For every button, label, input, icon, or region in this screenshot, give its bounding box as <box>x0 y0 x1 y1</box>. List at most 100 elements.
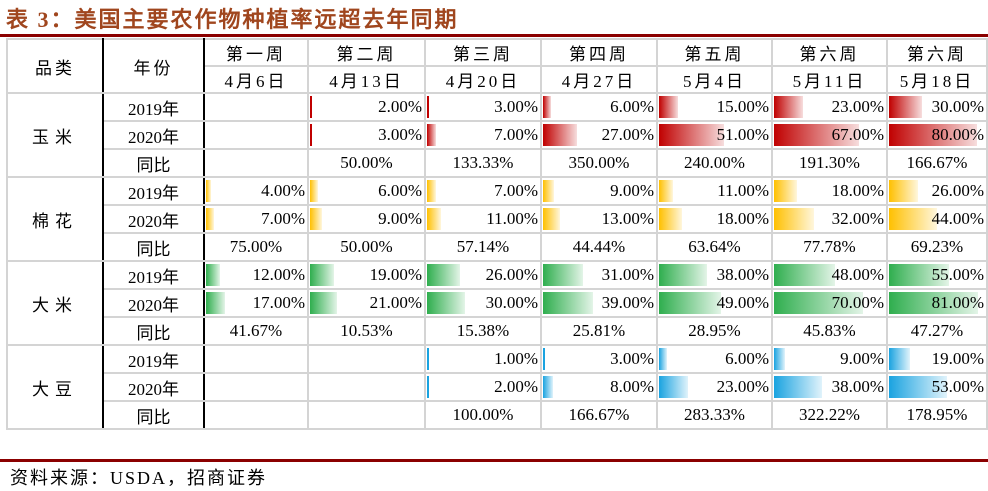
percent-value: 27.00% <box>601 125 654 144</box>
value-cell <box>307 344 426 374</box>
percent-value: 19.00% <box>931 349 984 368</box>
category-cell: 大豆 <box>6 344 104 430</box>
table-title: 表 3：美国主要农作物种植率远超去年同期 <box>6 7 459 32</box>
header-week: 第六周 <box>886 38 988 67</box>
year-label: 2020年 <box>102 288 205 318</box>
data-bar <box>543 292 593 314</box>
data-bar <box>427 264 461 286</box>
table-row: 2020年 7.00% 9.00% 11.00% 13.00% 18.00% 32.00% 4… <box>7 204 988 234</box>
data-bar <box>889 96 922 118</box>
yoy-cell: 350.00% <box>540 148 658 178</box>
value-cell: 3.00% <box>424 92 542 122</box>
data-bar <box>659 96 678 118</box>
header-week: 第一周 <box>203 38 309 67</box>
data-bar <box>659 180 673 202</box>
yoy-cell: 69.23% <box>886 232 988 262</box>
yoy-cell: 166.67% <box>886 148 988 178</box>
percent-value: 70.00% <box>831 293 884 312</box>
data-bar <box>889 292 978 314</box>
percent-value: 67.00% <box>831 125 884 144</box>
value-cell: 23.00% <box>771 92 888 122</box>
value-cell: 1.00% <box>424 344 542 374</box>
percent-value: 18.00% <box>831 181 884 200</box>
value-cell: 19.00% <box>886 344 988 374</box>
value-cell: 48.00% <box>771 260 888 290</box>
data-bar <box>889 124 977 146</box>
yoy-value: 178.95% <box>906 405 968 424</box>
planting-progress-table: 品类 年份 第一周 第二周 第三周 第四周 第五周 第六周 第六周 4月6日 4月13日 4月20日 4… <box>6 38 988 430</box>
data-bar <box>310 264 335 286</box>
percent-value: 39.00% <box>601 293 654 312</box>
data-bar <box>774 376 823 398</box>
header-date: 4月20日 <box>424 65 542 94</box>
value-cell: 81.00% <box>886 288 988 318</box>
data-bar <box>659 264 708 286</box>
table-row: 玉米 2019年 2.00% 3.00% 6.00% 15.00% 23.00% 30.00% <box>6 92 988 178</box>
data-bar <box>543 376 554 398</box>
percent-value: 17.00% <box>252 293 305 312</box>
value-cell: 21.00% <box>307 288 426 318</box>
data-bar <box>427 124 436 146</box>
year-label: 同比 <box>102 400 205 430</box>
percent-value: 4.00% <box>261 181 305 200</box>
percent-value: 48.00% <box>831 265 884 284</box>
percent-value: 3.00% <box>610 349 654 368</box>
percent-value: 9.00% <box>378 209 422 228</box>
percent-value: 8.00% <box>610 377 654 396</box>
value-cell: 7.00% <box>424 176 542 206</box>
value-cell: 55.00% <box>886 260 988 290</box>
header-year: 年份 <box>102 38 205 94</box>
yoy-value: 77.78% <box>803 237 856 256</box>
header-date: 5月11日 <box>771 65 888 94</box>
data-bar <box>889 348 910 370</box>
percent-value: 3.00% <box>378 125 422 144</box>
data-bar <box>543 180 555 202</box>
yoy-cell: 41.67% <box>203 316 309 346</box>
yoy-cell: 322.22% <box>771 400 888 430</box>
yoy-value: 322.22% <box>799 405 860 424</box>
category-cell: 玉米 <box>6 92 104 178</box>
percent-value: 2.00% <box>378 97 422 116</box>
source-note: 资料来源：USDA，招商证券 <box>10 468 268 488</box>
data-bar <box>427 376 429 398</box>
percent-value: 18.00% <box>716 209 769 228</box>
table-row: 同比 50.00% 133.33% 350.00% 240.00% 191.30% 166.… <box>7 148 988 178</box>
data-bar <box>206 180 211 202</box>
yoy-cell <box>307 400 426 430</box>
value-cell: 27.00% <box>540 120 658 150</box>
value-cell: 11.00% <box>656 176 773 206</box>
yoy-value: 25.81% <box>572 321 626 340</box>
header-date: 4月6日 <box>203 65 309 94</box>
percent-value: 38.00% <box>716 265 769 284</box>
data-bar <box>427 292 466 314</box>
value-cell: 39.00% <box>540 288 658 318</box>
header-week: 第三周 <box>424 38 542 67</box>
value-cell: 67.00% <box>771 120 888 150</box>
data-bar <box>543 124 578 146</box>
category-cell: 棉花 <box>6 176 104 262</box>
data-bar <box>774 348 786 370</box>
header-row-dates: 4月6日 4月13日 4月20日 4月27日 5月4日 5月11日 5月18日 <box>7 65 988 94</box>
category-cell: 大米 <box>6 260 104 346</box>
table-row: 2020年 2.00% 8.00% 23.00% 38.00% 53.00% <box>7 372 988 402</box>
header-date: 5月18日 <box>886 65 988 94</box>
data-bar <box>427 208 442 230</box>
value-cell: 3.00% <box>307 120 426 150</box>
table-row: 棉花 2019年 4.00% 6.00% 7.00% 9.00% 11.00% 18.00% 2… <box>6 176 988 262</box>
yoy-cell: 240.00% <box>656 148 773 178</box>
percent-value: 26.00% <box>485 265 538 284</box>
yoy-cell: 63.64% <box>656 232 773 262</box>
year-label: 2020年 <box>102 204 205 234</box>
percent-value: 6.00% <box>378 181 422 200</box>
yoy-cell: 283.33% <box>656 400 773 430</box>
value-cell: 53.00% <box>886 372 988 402</box>
footer-divider <box>0 459 988 462</box>
value-cell: 7.00% <box>203 204 309 234</box>
value-cell: 23.00% <box>656 372 773 402</box>
percent-value: 6.00% <box>725 349 769 368</box>
value-cell: 9.00% <box>771 344 888 374</box>
value-cell: 18.00% <box>656 204 773 234</box>
data-bar <box>206 208 214 230</box>
value-cell: 4.00% <box>203 176 309 206</box>
yoy-value: 41.67% <box>229 321 283 340</box>
